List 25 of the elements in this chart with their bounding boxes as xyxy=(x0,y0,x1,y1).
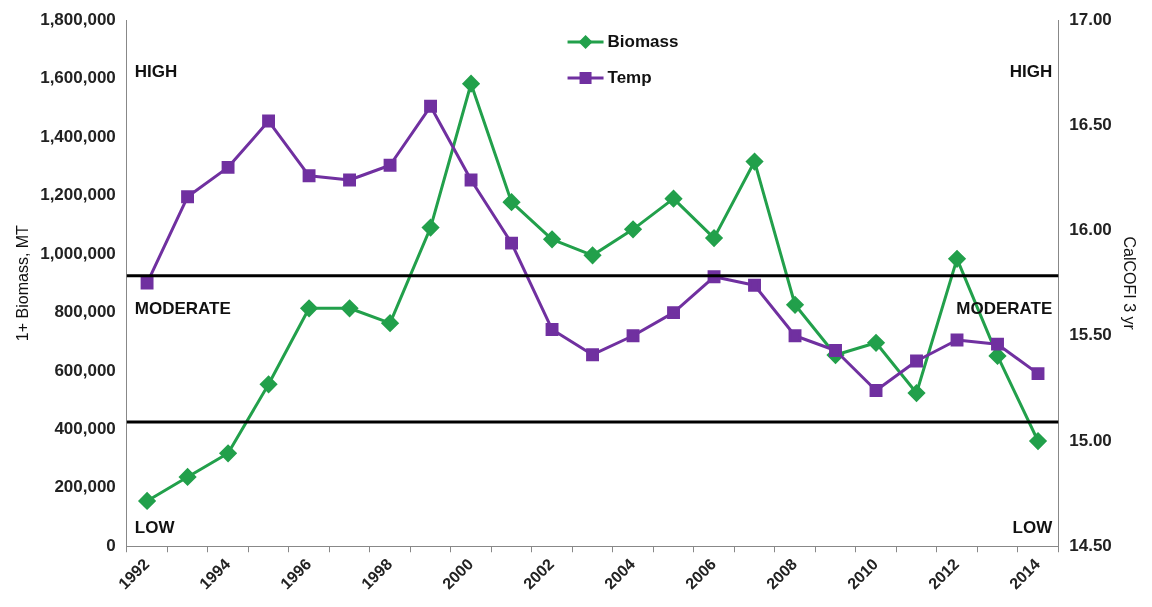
y-tick-label: 1,400,000 xyxy=(40,126,116,146)
y-tick-label: 1,800,000 xyxy=(40,9,116,29)
annotation: HIGH xyxy=(134,62,178,82)
annotation: LOW xyxy=(134,517,176,537)
legend-label: Biomass xyxy=(607,31,679,51)
legend-label: Temp xyxy=(607,67,652,87)
y-tick-label: 600,000 xyxy=(54,360,116,380)
y2-tick-label: 15.00 xyxy=(1069,430,1112,450)
y2-axis-title: CalCOFI 3 yr xyxy=(1120,236,1138,331)
y2-tick-label: 16.50 xyxy=(1069,114,1112,134)
annotation: LOW xyxy=(1012,517,1054,537)
annotation: MODERATE xyxy=(134,299,231,319)
y-tick-label: 1,000,000 xyxy=(40,243,116,263)
y2-tick-label: 14.50 xyxy=(1069,535,1112,555)
y-tick-label: 1,200,000 xyxy=(40,185,116,205)
y2-tick-label: 16.00 xyxy=(1069,220,1112,240)
y-tick-label: 400,000 xyxy=(54,419,116,438)
y-tick-label: 1,600,000 xyxy=(40,68,116,88)
y-tick-label: 800,000 xyxy=(54,302,116,322)
y-axis-title: 1+ Biomass, MT xyxy=(14,224,32,342)
y2-tick-label: 17.00 xyxy=(1069,9,1112,29)
y2-tick-label: 15.50 xyxy=(1069,325,1112,345)
y-tick-label: 0 xyxy=(106,535,116,555)
annotation: HIGH xyxy=(1009,62,1053,82)
y-tick-label: 200,000 xyxy=(54,477,116,497)
